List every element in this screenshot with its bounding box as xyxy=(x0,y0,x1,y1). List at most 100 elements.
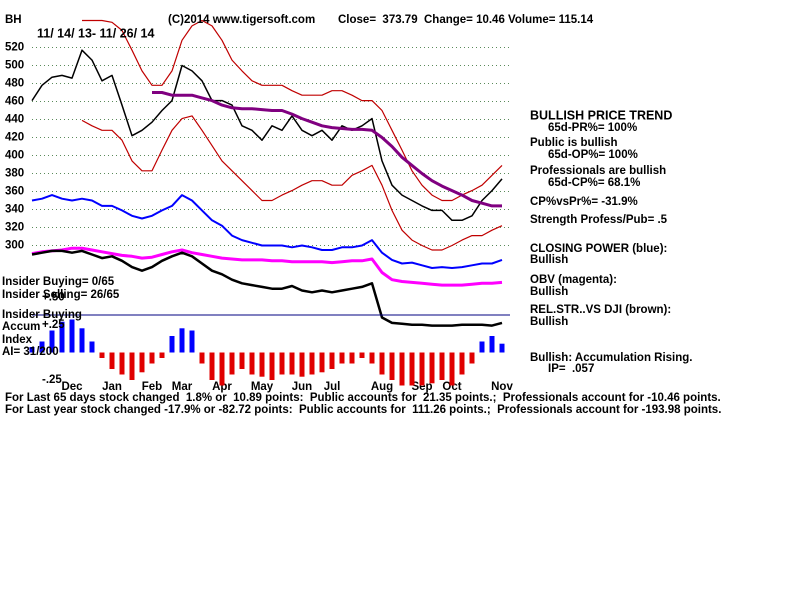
accum-bar xyxy=(169,336,175,353)
side-note: OBV (magenta): xyxy=(530,274,617,286)
footer-line: For Last year stock changed -17.9% or -8… xyxy=(5,404,721,416)
x-tick-label: Apr xyxy=(212,381,232,393)
y-tick-label: 460 xyxy=(5,96,24,108)
accum-bar xyxy=(199,352,205,364)
side-note: Bullish xyxy=(530,286,568,298)
x-tick-label: Dec xyxy=(61,381,83,393)
accum-bar xyxy=(259,352,265,377)
accum-bar xyxy=(409,352,415,386)
accum-bar xyxy=(269,352,275,380)
y-tick-label: 420 xyxy=(5,132,24,144)
side-note: CLOSING POWER (blue): xyxy=(530,243,667,255)
x-tick-label: Nov xyxy=(491,381,513,393)
accum-bar xyxy=(419,352,425,386)
y-tick-label: 320 xyxy=(5,222,24,234)
y-tick-label: 300 xyxy=(5,240,24,252)
side-note: 65d-OP%= 100% xyxy=(548,149,638,161)
side-note: Bullish xyxy=(530,254,568,266)
insider-buying: Insider Buying= 0/65 xyxy=(2,276,115,288)
ai-label: AI= 31/200 xyxy=(2,346,59,358)
y-tick-label: 380 xyxy=(5,168,24,180)
accum-bar xyxy=(159,352,165,358)
series-line xyxy=(31,249,503,327)
accum-bar xyxy=(89,341,95,353)
accum-bar xyxy=(309,352,315,375)
plot-area: 300 320 340 360 380 400 420 440 460 480 500 520 Dec J… xyxy=(5,19,513,393)
y2-tick-label: +.50 xyxy=(42,292,65,304)
x-tick-label: Sep xyxy=(411,381,432,393)
accum-label: Accum xyxy=(2,321,40,333)
y2-tick-label: -.25 xyxy=(42,374,62,386)
x-tick-label: May xyxy=(251,381,274,393)
accum-bar xyxy=(129,352,135,380)
accum-bar xyxy=(249,352,255,375)
accum-bar xyxy=(139,352,145,373)
y-tick-label: 440 xyxy=(5,114,24,126)
side-note: 65d-PR%= 100% xyxy=(548,122,637,134)
date-range: 11/ 14/ 13- 11/ 26/ 14 xyxy=(37,26,155,40)
series-line xyxy=(31,194,503,269)
side-note: Strength Profess/Pub= .5 xyxy=(530,214,668,226)
accum-bar xyxy=(299,352,305,377)
accum-bar xyxy=(369,352,375,364)
accum-bar xyxy=(149,352,155,364)
side-note: Professionals are bullish xyxy=(530,165,666,177)
x-tick-label: Aug xyxy=(371,381,393,393)
accum-bar xyxy=(189,330,195,353)
accum-bar xyxy=(39,341,45,353)
accum-bar xyxy=(339,352,345,364)
x-tick-label: Jul xyxy=(324,381,341,393)
accum-bar xyxy=(349,352,355,364)
accum-bar xyxy=(279,352,285,375)
y-tick-label: 520 xyxy=(5,42,24,54)
x-tick-label: Feb xyxy=(142,381,162,393)
y-tick-label: 360 xyxy=(5,186,24,198)
side-note: Bullish xyxy=(530,316,568,328)
accum-bar xyxy=(69,319,75,353)
accum-bar xyxy=(219,352,225,386)
series-line xyxy=(31,49,503,222)
accum-bar xyxy=(59,321,65,353)
accum-bar xyxy=(329,352,335,369)
accum-bar xyxy=(229,352,235,375)
accum-bar xyxy=(119,352,125,375)
accum-bar xyxy=(429,352,435,384)
accum-bar xyxy=(489,336,495,353)
accum-bar xyxy=(499,343,505,353)
series-line xyxy=(81,115,503,251)
side-note: 65d-CP%= 68.1% xyxy=(548,177,640,189)
y-tick-label: 340 xyxy=(5,204,24,216)
side-note: Public is bullish xyxy=(530,137,618,149)
side-note: CP%vsPr%= -31.9% xyxy=(530,196,638,208)
insider-selling: Insider Selling= 26/65 xyxy=(2,289,120,301)
insider-buying-label: Insider Buying xyxy=(2,309,82,321)
accum-bar xyxy=(99,352,105,358)
accum-bar xyxy=(469,352,475,364)
index-label: Index xyxy=(2,334,33,346)
x-tick-label: Oct xyxy=(442,381,461,393)
y-tick-label: 500 xyxy=(5,60,24,72)
y-tick-label: 400 xyxy=(5,150,24,162)
accum-bar xyxy=(439,352,445,380)
footer-line: For Last 65 days stock changed 1.8% or 1… xyxy=(5,392,721,404)
accum-bar xyxy=(389,352,395,380)
accum-bar xyxy=(209,352,215,380)
accum-bar xyxy=(109,352,115,369)
side-note: IP= .057 xyxy=(548,363,594,375)
symbol: BH xyxy=(5,14,22,26)
y-tick-label: 480 xyxy=(5,78,24,90)
accum-bar xyxy=(399,352,405,386)
side-note: BULLISH PRICE TREND xyxy=(530,108,672,122)
accum-bar xyxy=(359,352,365,358)
side-note: REL.STR..VS DJI (brown): xyxy=(530,304,671,316)
accum-bar xyxy=(449,352,455,386)
accum-bar xyxy=(79,328,85,353)
series-line xyxy=(152,91,502,208)
y2-tick-label: +.25 xyxy=(42,319,65,331)
quote: Close= 373.79 Change= 10.46 Volume= 115.… xyxy=(338,14,594,26)
accum-bar xyxy=(459,352,465,375)
x-tick-label: Jan xyxy=(102,381,122,393)
x-tick-label: Mar xyxy=(172,381,193,393)
accum-bar xyxy=(379,352,385,375)
